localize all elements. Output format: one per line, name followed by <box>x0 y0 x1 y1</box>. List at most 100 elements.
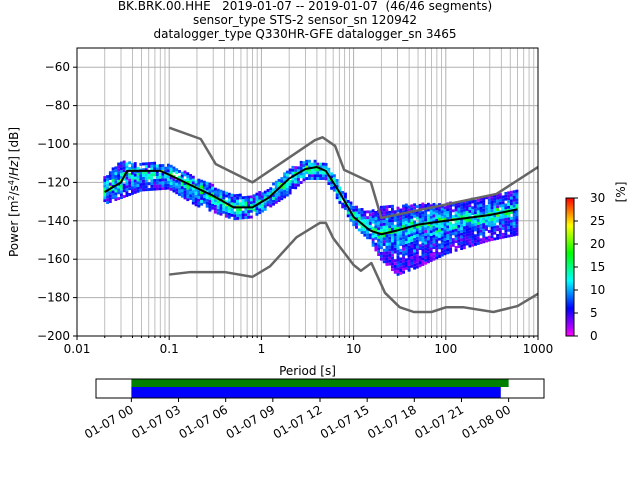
density-cell <box>327 176 331 180</box>
density-cell <box>402 204 405 208</box>
density-cell <box>382 214 386 218</box>
density-cell <box>490 194 494 198</box>
density-cell <box>208 197 212 201</box>
density-cell <box>125 191 129 195</box>
density-cell <box>410 238 414 242</box>
density-cell <box>440 247 444 251</box>
density-cell <box>119 164 123 168</box>
density-cell <box>252 208 256 212</box>
density-cell <box>399 234 403 238</box>
colorbar-tick-label: 30 <box>590 191 605 205</box>
density-cell <box>211 203 215 207</box>
density-cell <box>457 224 461 228</box>
density-cell <box>424 232 428 236</box>
density-cell <box>252 194 256 198</box>
density-cell <box>357 214 361 217</box>
density-cell <box>222 207 226 211</box>
density-cell <box>144 179 148 183</box>
density-cell <box>274 200 278 204</box>
density-cell <box>449 221 453 225</box>
density-cell <box>426 240 430 244</box>
density-cell <box>299 172 303 176</box>
density-cell <box>485 239 488 243</box>
density-cell <box>205 199 209 202</box>
density-cell <box>294 177 298 181</box>
density-cell <box>424 209 428 213</box>
density-cell <box>415 205 419 209</box>
density-cell <box>111 176 115 179</box>
density-cell <box>424 227 428 231</box>
density-cell <box>302 166 306 170</box>
density-cell <box>485 216 488 220</box>
density-cell <box>208 200 212 203</box>
density-cell <box>415 233 419 237</box>
density-cell <box>194 183 198 187</box>
density-cell <box>418 238 422 242</box>
colorbar-tick-label: 15 <box>590 260 605 274</box>
density-cell <box>462 231 466 235</box>
density-cell <box>296 166 300 170</box>
density-cell <box>200 182 204 186</box>
density-cell <box>410 250 414 254</box>
density-cell <box>404 220 408 224</box>
density-cell <box>175 188 179 192</box>
density-cell <box>404 252 408 256</box>
density-cell <box>391 239 394 243</box>
density-cell <box>291 171 295 175</box>
density-cell <box>244 207 248 211</box>
density-cell <box>238 216 242 220</box>
density-cell <box>111 193 115 197</box>
density-cell <box>191 198 195 202</box>
density-cell <box>388 219 392 223</box>
density-cell <box>324 174 328 178</box>
density-cell <box>222 193 226 197</box>
density-cell <box>388 239 392 243</box>
density-cell <box>114 189 118 193</box>
density-cell <box>393 259 397 263</box>
density-cell <box>114 169 118 173</box>
density-cell <box>451 203 455 207</box>
density-cell <box>504 232 508 236</box>
density-cell <box>216 194 220 198</box>
density-cell <box>479 209 483 213</box>
density-cell <box>407 208 411 212</box>
density-cell <box>465 205 469 209</box>
density-cell <box>205 190 209 194</box>
density-cell <box>136 178 140 182</box>
density-cell <box>349 215 353 219</box>
density-cell <box>382 228 386 232</box>
density-cell <box>382 237 386 241</box>
density-cell <box>200 199 204 203</box>
density-cell <box>396 255 400 259</box>
density-cell <box>272 196 275 200</box>
density-cell <box>457 227 461 231</box>
density-cell <box>155 175 159 179</box>
density-cell <box>150 164 154 168</box>
density-cell <box>504 212 508 216</box>
density-cell <box>415 251 419 255</box>
density-cell <box>504 235 508 239</box>
density-cell <box>476 236 480 240</box>
density-cell <box>493 237 497 241</box>
density-cell <box>490 197 494 201</box>
density-cell <box>117 176 121 180</box>
density-cell <box>402 233 405 237</box>
density-cell <box>396 206 400 210</box>
density-cell <box>136 187 140 190</box>
density-cell <box>366 221 370 225</box>
density-cell <box>131 191 134 195</box>
density-cell <box>280 191 284 195</box>
density-cell <box>305 171 309 175</box>
density-cell <box>415 254 419 258</box>
density-cell <box>285 182 289 186</box>
density-cell <box>515 212 519 216</box>
density-cell <box>205 193 209 197</box>
density-cell <box>211 189 215 193</box>
density-cell <box>462 246 466 250</box>
density-cell <box>144 185 148 189</box>
density-cell <box>443 209 447 213</box>
density-cell <box>178 193 181 196</box>
density-cell <box>125 182 129 186</box>
density-cell <box>374 228 378 232</box>
density-cell <box>197 178 201 182</box>
